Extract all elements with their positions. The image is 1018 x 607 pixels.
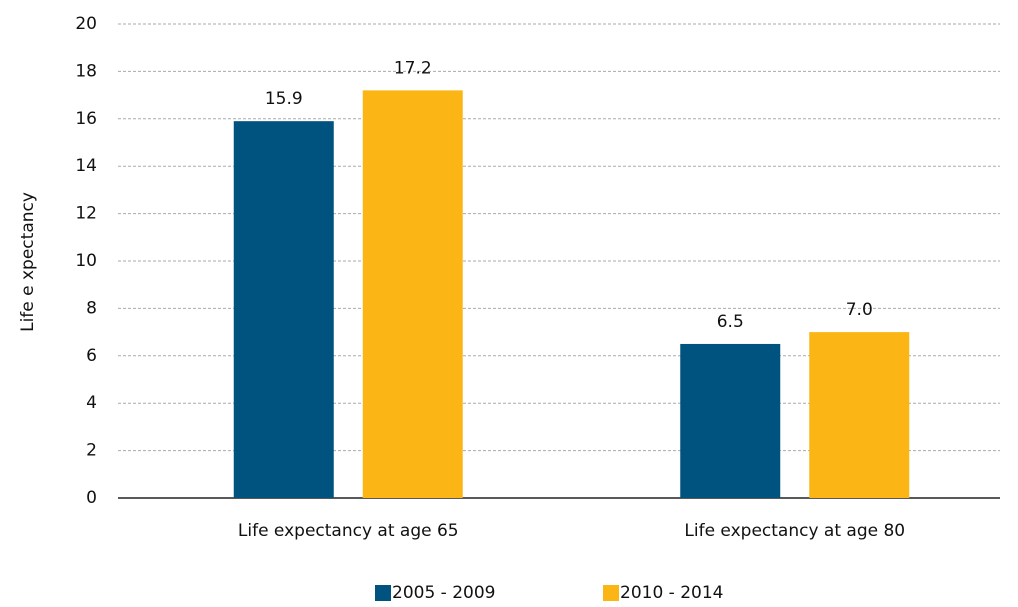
value-label: 15.9 [265,89,303,109]
value-label: 6.5 [717,312,744,332]
value-label: 17.2 [394,58,432,78]
legend-swatch [375,585,391,601]
y-tick-label: 2 [86,441,97,461]
y-tick-label: 14 [75,156,97,176]
y-tick-label: 6 [86,346,97,366]
y-tick-label: 20 [75,14,97,34]
y-tick-label: 0 [86,488,97,508]
value-label: 7.0 [846,300,873,320]
y-tick-label: 8 [86,298,97,318]
legend-swatch [603,585,619,601]
bar [362,90,463,499]
y-axis-label: Life e xpectancy [18,192,38,332]
bar [809,332,910,498]
bar [233,121,334,499]
x-tick-label: Life expectancy at age 80 [684,521,905,541]
y-tick-label: 18 [75,61,97,81]
legend-label: 2005 - 2009 [392,583,495,603]
y-tick-label: 16 [75,109,97,129]
y-tick-label: 4 [86,393,97,413]
y-tick-label: 10 [75,251,97,271]
x-tick-label: Life expectancy at age 65 [238,521,459,541]
bar [680,343,781,498]
y-tick-label: 12 [75,204,97,224]
legend-label: 2010 - 2014 [620,583,723,603]
